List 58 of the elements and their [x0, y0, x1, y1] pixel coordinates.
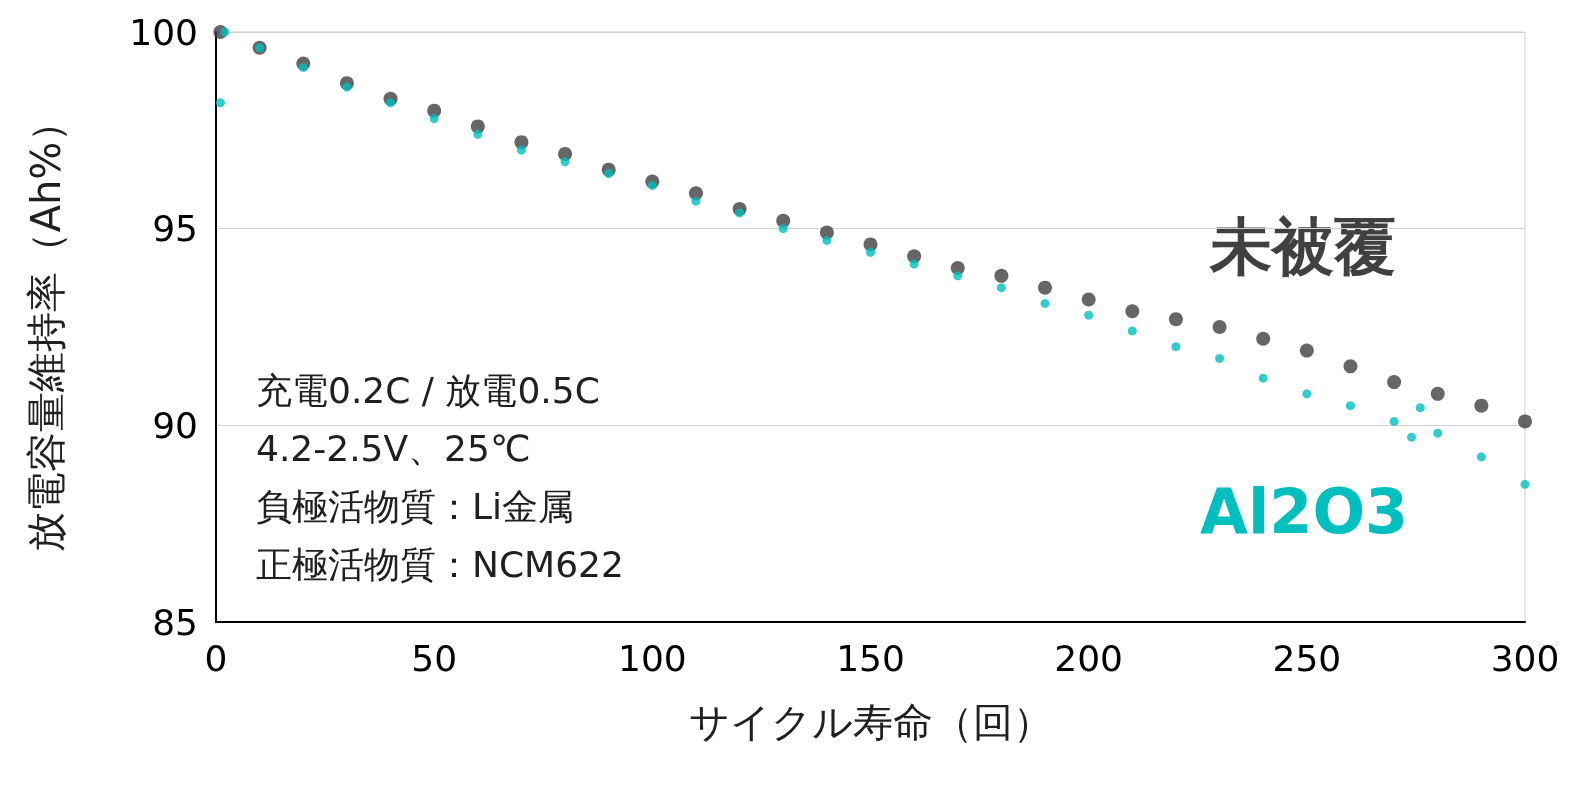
annotation: 充電0.2C / 放電0.5C	[256, 369, 600, 411]
y-tick-label: 95	[152, 208, 198, 250]
y-tick-label: 90	[152, 404, 198, 446]
annotation: 4.2-2.5V、25℃	[256, 427, 531, 469]
point	[1040, 298, 1050, 308]
point	[1433, 428, 1443, 438]
point	[994, 268, 1009, 283]
x-axis-title: サイクル寿命（回）	[688, 699, 1053, 745]
point	[778, 224, 788, 234]
point	[909, 259, 919, 269]
point	[1345, 401, 1355, 411]
x-tick-label: 50	[411, 637, 458, 679]
point	[1389, 416, 1399, 426]
point	[1168, 312, 1183, 327]
x-tick-label: 100	[617, 637, 687, 679]
point	[1415, 403, 1425, 413]
point	[1518, 414, 1532, 429]
point	[1256, 331, 1271, 346]
series-label: Al2O3	[1200, 474, 1409, 548]
annotation: 負極活物質：Li金属	[256, 485, 575, 527]
point	[429, 114, 439, 124]
point	[1299, 343, 1314, 358]
point	[473, 129, 483, 139]
point	[1520, 479, 1530, 489]
x-tick-label: 200	[1054, 637, 1124, 679]
y-tick-label: 100	[129, 11, 198, 53]
point	[516, 145, 526, 155]
point	[1430, 386, 1445, 401]
point	[1084, 310, 1094, 320]
y-tick-label: 85	[152, 601, 198, 643]
point	[996, 283, 1006, 293]
point	[822, 235, 832, 245]
point	[866, 247, 875, 257]
point	[1407, 432, 1417, 442]
point	[215, 98, 225, 108]
point	[1125, 304, 1140, 319]
point	[560, 157, 570, 167]
y-axis-title: 放電容量維持率（Ah%）	[23, 101, 69, 553]
point	[953, 271, 963, 281]
point	[1474, 398, 1489, 413]
point	[1387, 375, 1402, 390]
point	[1212, 320, 1227, 334]
x-tick-label: 0	[204, 637, 228, 679]
point	[1038, 280, 1053, 295]
point	[1302, 389, 1312, 399]
point	[1343, 359, 1358, 374]
x-tick-label: 250	[1272, 637, 1342, 679]
x-tick-label: 150	[836, 637, 905, 679]
point	[1081, 292, 1096, 307]
series-label: 未被覆	[1209, 209, 1396, 283]
point	[1171, 342, 1181, 352]
point	[1215, 353, 1225, 363]
annotation: 正極活物質：NCM622	[256, 543, 624, 585]
point	[1127, 326, 1137, 336]
x-tick-label: 300	[1490, 637, 1560, 679]
point	[691, 196, 701, 206]
point	[1476, 452, 1486, 462]
point	[1258, 373, 1268, 383]
